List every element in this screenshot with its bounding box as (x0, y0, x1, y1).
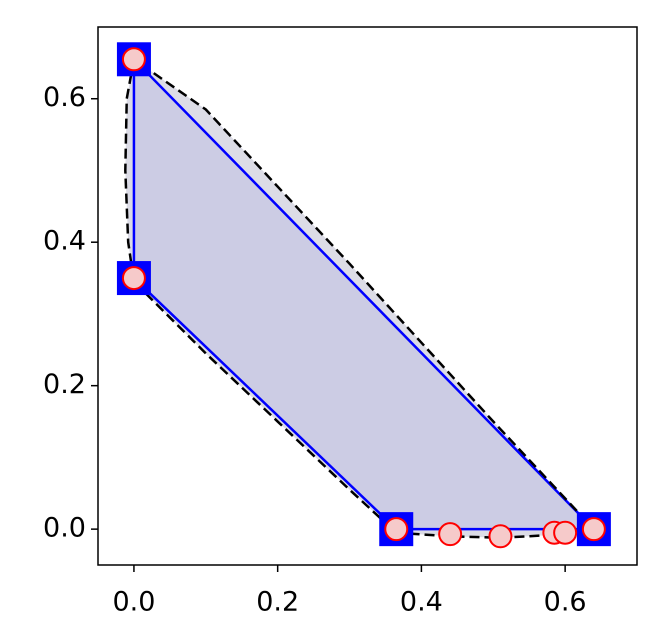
circle-marker (488, 524, 513, 549)
y-tick-label: 0.6 (43, 82, 86, 113)
circle-marker (553, 520, 578, 545)
y-tick-label: 0.2 (43, 369, 86, 400)
circle-marker (121, 47, 146, 72)
circle-marker (121, 266, 146, 291)
polygon (132, 56, 597, 531)
circle-marker (438, 522, 463, 547)
x-tick-label: 0.4 (400, 587, 443, 618)
x-tick-label: 0.0 (112, 587, 155, 618)
x-tick-label: 0.2 (256, 587, 299, 618)
y-tick-label: 0.0 (43, 513, 86, 544)
x-tick-label: 0.6 (544, 587, 587, 618)
circle-marker (581, 517, 606, 542)
plot-frame (97, 26, 638, 566)
circle-marker (384, 517, 409, 542)
y-tick-label: 0.4 (43, 226, 86, 257)
